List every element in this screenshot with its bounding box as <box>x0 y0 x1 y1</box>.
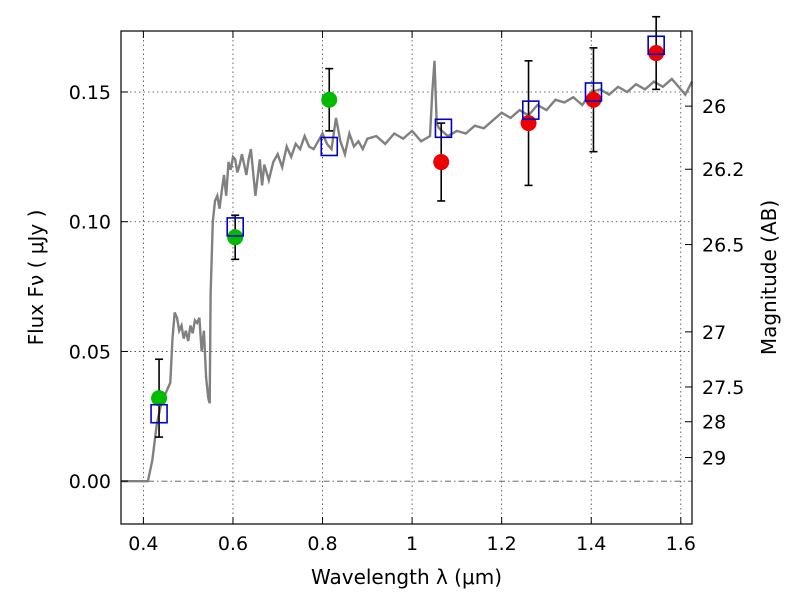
data-markers <box>150 35 665 424</box>
model-photometry-square <box>226 217 244 237</box>
observed-flux-point <box>151 390 168 407</box>
model-spectrum-line <box>121 60 694 483</box>
mag-tick-label: 27 <box>702 322 726 344</box>
x-tick-label: 1.4 <box>576 533 606 555</box>
mag-tick-label: 27.5 <box>702 377 744 399</box>
model-photometry-square <box>584 82 603 102</box>
x-tick-label: 1.2 <box>487 533 517 555</box>
model-photometry-square <box>434 118 453 139</box>
x-tick-label: 1 <box>406 533 418 555</box>
x-tick-label: 0.8 <box>307 533 337 555</box>
model-photometry-square <box>647 35 665 56</box>
observed-flux-point <box>585 91 602 108</box>
y-tick-label: 0.15 <box>69 82 111 104</box>
y-tick-label: 0.00 <box>69 471 111 493</box>
mag-tick-label: 26 <box>702 96 726 118</box>
x-axis-label: Wavelength λ (μm) <box>311 565 502 589</box>
axis-ticks: 0.4 0.6 0.8 1 1.2 1.4 1.6 0.00 0.05 0.10 0.15 26 26.… <box>69 31 744 555</box>
x-tick-label: 0.6 <box>218 533 248 555</box>
observed-flux-point <box>227 229 244 246</box>
error-bars <box>155 15 661 438</box>
mag-tick-label: 28 <box>702 412 726 434</box>
model-photometry-square <box>150 403 168 424</box>
x-tick-label: 0.4 <box>128 533 158 555</box>
observed-flux-point <box>321 91 338 108</box>
y-axis-label: Flux Fν ( μJy ) <box>24 210 48 346</box>
x-tick-label: 1.6 <box>666 533 696 555</box>
mag-tick-label: 26.5 <box>702 235 744 257</box>
mag-tick-label: 29 <box>702 448 726 470</box>
y-tick-label: 0.05 <box>69 341 111 363</box>
plot-frame <box>120 30 693 525</box>
y-tick-label: 0.10 <box>69 212 111 234</box>
mag-tick-label: 26.2 <box>702 159 744 181</box>
observed-flux-point <box>433 154 450 171</box>
model-photometry-square <box>320 136 339 157</box>
grid <box>121 31 692 524</box>
observed-flux-point <box>648 45 665 62</box>
model-photometry-square <box>521 100 540 120</box>
right-axis-label: Magnitude (AB) <box>757 200 781 355</box>
